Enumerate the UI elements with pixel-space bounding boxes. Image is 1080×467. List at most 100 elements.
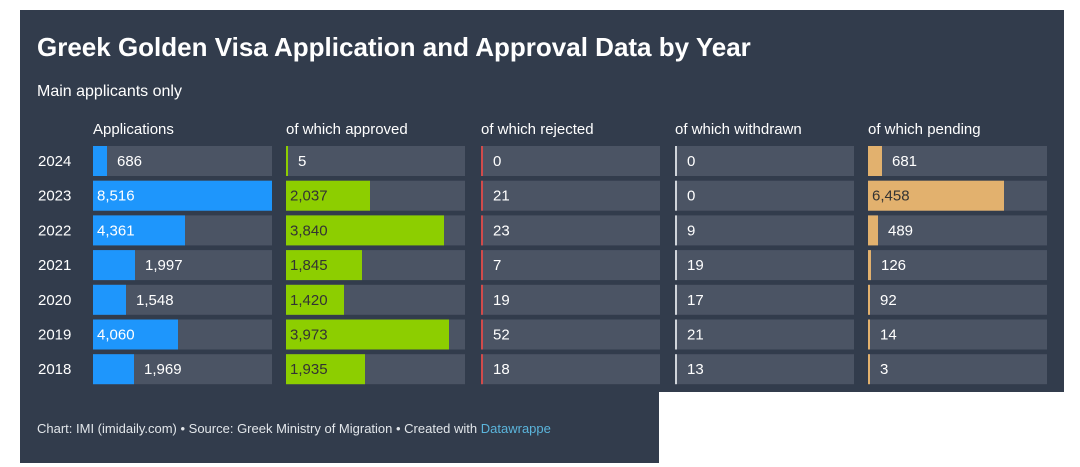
value-label: 1,969 (144, 361, 182, 378)
bar-track (868, 250, 1047, 281)
column-header: of which rejected (481, 121, 594, 138)
bar-track (868, 146, 1047, 176)
bar (286, 284, 344, 315)
bar-track (286, 146, 465, 176)
value-label: 0 (493, 153, 501, 170)
year-label: 2023 (38, 188, 71, 205)
column-header: of which withdrawn (675, 121, 802, 138)
bar (93, 354, 134, 385)
bar-track (481, 215, 660, 246)
year-label: 2020 (38, 292, 71, 309)
value-label: 5 (298, 153, 306, 170)
value-label: 19 (493, 292, 510, 309)
bar (481, 180, 483, 211)
bar (868, 146, 882, 176)
bar-track (481, 284, 660, 315)
value-label: 1,935 (290, 361, 328, 378)
bar (868, 215, 878, 246)
value-label: 3,973 (290, 327, 328, 344)
value-label: 0 (687, 188, 695, 205)
year-label: 2021 (38, 257, 71, 274)
value-label: 14 (880, 327, 897, 344)
bar-track (481, 319, 660, 350)
column-header: of which pending (868, 121, 981, 138)
value-label: 13 (687, 361, 704, 378)
value-label: 686 (117, 153, 142, 170)
bar (481, 319, 483, 350)
bar (286, 250, 362, 281)
value-label: 3 (880, 361, 888, 378)
bar (286, 146, 288, 176)
bar (93, 319, 178, 350)
bar (868, 284, 870, 315)
value-label: 9 (687, 222, 695, 239)
bar (481, 215, 483, 246)
bar (481, 146, 483, 176)
bar (93, 215, 185, 246)
value-label: 8,516 (97, 188, 135, 205)
bar (286, 319, 449, 350)
bar (675, 180, 677, 211)
bar-table: Applications of which approved of which re… (38, 121, 1047, 385)
bar (93, 250, 135, 281)
column-header: Applications (93, 121, 174, 138)
bar-track (675, 319, 854, 350)
bar-track (675, 146, 854, 176)
datawrapper-link[interactable]: Datawrappe (480, 421, 551, 436)
column-header: of which approved (286, 121, 408, 138)
value-label: 489 (888, 222, 913, 239)
chart-title: Greek Golden Visa Application and Approv… (37, 32, 751, 62)
bar (286, 354, 365, 385)
bar (675, 319, 677, 350)
bar (675, 215, 677, 246)
bar-track (675, 180, 854, 211)
bar (481, 284, 483, 315)
value-label: 4,060 (97, 327, 135, 344)
value-label: 23 (493, 222, 510, 239)
year-label: 2022 (38, 222, 71, 239)
bar (93, 146, 107, 176)
bar (93, 284, 126, 315)
bar (675, 250, 677, 281)
value-label: 19 (687, 257, 704, 274)
value-label: 126 (881, 257, 906, 274)
value-label: 1,548 (136, 292, 174, 309)
value-label: 1,997 (145, 257, 183, 274)
value-label: 681 (892, 153, 917, 170)
bar-track (675, 250, 854, 281)
value-label: 21 (493, 188, 510, 205)
bar (286, 215, 444, 246)
bar-track (868, 215, 1047, 246)
bar-track (868, 354, 1047, 385)
value-label: 3,840 (290, 222, 328, 239)
bar (286, 180, 370, 211)
chart-subtitle: Main applicants only (37, 83, 182, 100)
bar-track (481, 250, 660, 281)
value-label: 4,361 (97, 222, 135, 239)
chart-panel: Greek Golden Visa Application and Approv… (20, 10, 1064, 463)
bar (868, 180, 1004, 211)
bar-track (675, 354, 854, 385)
value-label: 1,845 (290, 257, 328, 274)
value-label: 92 (880, 292, 897, 309)
value-label: 18 (493, 361, 510, 378)
year-label: 2018 (38, 361, 71, 378)
bar-track (868, 319, 1047, 350)
bar (675, 354, 677, 385)
bar (481, 354, 483, 385)
bar (868, 354, 870, 385)
value-label: 1,420 (290, 292, 328, 309)
year-label: 2024 (38, 153, 71, 170)
bar-track (481, 354, 660, 385)
value-label: 21 (687, 327, 704, 344)
bar-track (481, 180, 660, 211)
bar (868, 319, 870, 350)
bar-track (868, 284, 1047, 315)
value-label: 17 (687, 292, 704, 309)
bar (868, 250, 871, 281)
chart-footer: Chart: IMI (imidaily.com) • Source: Gree… (37, 421, 551, 436)
value-label: 2,037 (290, 188, 328, 205)
footer-credit: Chart: IMI (imidaily.com) • Source: Gree… (37, 421, 481, 436)
bar (481, 250, 483, 281)
year-label: 2019 (38, 327, 71, 344)
